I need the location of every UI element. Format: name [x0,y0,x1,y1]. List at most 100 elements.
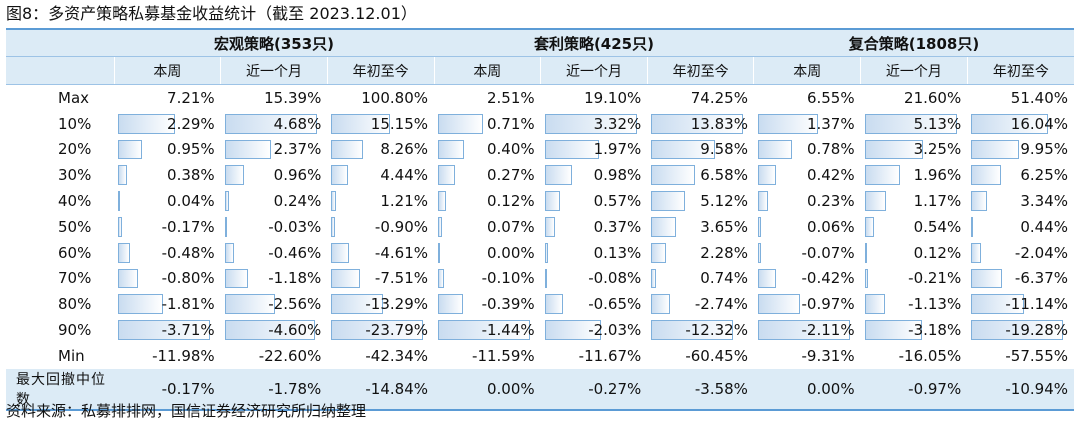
value-cell: -0.17% [114,214,221,240]
value-text: -9.31% [801,346,855,365]
value-text: -0.48% [161,243,215,262]
value-text: 0.07% [486,217,535,236]
value-cell: 5.12% [647,188,754,214]
value-text: -11.98% [152,346,215,365]
row-label: 20% [58,140,92,159]
value-cell: 13.83% [647,111,754,137]
data-bar [224,165,244,186]
value-cell: -2.04% [967,240,1074,266]
value-cell: 0.96% [221,162,328,188]
value-cell: -0.08% [541,266,648,292]
value-text: 3.65% [700,217,748,236]
value-cell: -19.28% [967,317,1074,343]
col-header: 近一个月 [540,56,648,85]
value-text: -2.03% [588,321,642,340]
data-bar [651,320,734,340]
value-cell: 16.04% [967,111,1074,137]
value-cell: 0.42% [754,162,861,188]
value-text: 2.51% [486,88,535,107]
data-bar [544,320,601,340]
data-bar [971,191,988,211]
value-text: 0.54% [913,217,962,236]
data-bar [118,216,123,237]
data-bar [438,191,446,211]
table-row: 50% -0.17% -0.03% -0.90% 0.07% 0.37% 3.65% 0.06… [6,214,1074,240]
value-text: 3.34% [1020,192,1068,211]
data-bar [757,165,777,186]
value-cell: -4.60% [221,317,328,343]
data-bar [757,242,761,263]
group-header-arbitrage: 套利策略(425只) [434,28,754,57]
footer-value: -3.58% [647,368,754,411]
value-cell: 2.28% [647,240,754,266]
value-text: -0.42% [801,269,855,288]
value-text: 74.25% [690,88,748,107]
data-bar [971,268,1002,289]
value-cell: 0.12% [861,240,968,266]
value-cell: 0.00% [434,240,541,266]
value-text: -22.60% [258,346,322,365]
value-text: 1.17% [913,192,962,211]
sub-header-row: 本周 近一个月 年初至今 本周 近一个月 年初至今 本周 近一个月 年初至今 [6,56,1074,85]
data-bar [971,242,981,263]
footer-value: 0.00% [434,368,541,411]
data-bar [757,139,792,160]
value-text: 2.29% [167,114,215,133]
value-cell: 0.95% [114,137,221,163]
table-row: 90% -3.71% -4.60% -23.79% -1.44% -2.03% -12.32… [6,317,1074,343]
value-text: 0.96% [273,166,322,185]
value-cell: -0.80% [114,266,221,292]
value-text: -0.80% [161,269,215,288]
footer-value: -0.17% [114,368,221,411]
value-text: -0.07% [801,243,855,262]
value-cell: -0.42% [754,266,861,292]
data-bar [864,320,922,340]
corner-cell [6,28,115,57]
data-bar [438,268,445,289]
value-cell: -16.05% [861,343,968,369]
value-text: -1.13% [908,295,962,314]
data-bar [651,294,670,315]
data-bar [651,242,667,263]
value-text: 0.71% [486,114,535,133]
value-text: -0.97% [801,295,855,314]
value-text: 100.80% [361,88,428,107]
value-text: 0.74% [700,269,748,288]
row-label: 30% [58,166,92,185]
value-cell: 9.95% [967,137,1074,163]
data-bar [438,320,530,340]
value-cell: -42.34% [327,343,434,369]
value-cell: 0.04% [114,188,221,214]
footer-value: -14.84% [327,368,434,411]
value-cell: 9.58% [647,137,754,163]
data-bar [864,165,900,186]
data-bar [651,216,676,237]
data-bar [651,165,696,186]
value-cell: -57.55% [967,343,1074,369]
data-bar [971,320,1064,340]
data-bar [544,242,549,263]
col-header: 年初至今 [326,56,434,85]
value-cell: 0.06% [754,214,861,240]
value-cell: -12.32% [647,317,754,343]
data-bar [331,113,390,134]
value-text: -3.71% [161,321,215,340]
value-cell: 3.34% [967,188,1074,214]
value-cell: -0.39% [434,291,541,317]
value-cell: -60.45% [647,343,754,369]
value-cell: 15.39% [221,85,328,111]
value-cell: 0.37% [541,214,648,240]
value-text: 1.96% [913,166,962,185]
value-text: 0.95% [167,140,215,159]
col-header: 年初至今 [966,56,1074,85]
value-cell: -1.18% [221,266,328,292]
returns-table: 宏观策略(353只) 套利策略(425只) 复合策略(1808只) 本周 近一个… [6,28,1074,411]
value-text: 15.15% [370,114,428,133]
value-cell: 4.44% [327,162,434,188]
data-bar [224,191,230,211]
value-cell: 0.13% [541,240,648,266]
value-cell: 8.26% [327,137,434,163]
data-bar [651,113,744,134]
data-bar [971,294,1025,315]
value-cell: -11.59% [434,343,541,369]
